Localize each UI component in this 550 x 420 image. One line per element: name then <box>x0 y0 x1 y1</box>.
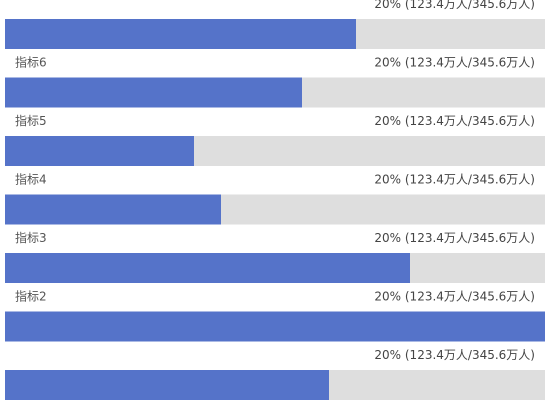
bar-row: 指标4 20% (123.4万人/345.6万人) <box>5 172 545 225</box>
bar-row: 指标2 20% (123.4万人/345.6万人) <box>5 289 545 342</box>
bar-row: 20% (123.4万人/345.6万人) <box>5 348 545 400</box>
bar-row: 指标3 20% (123.4万人/345.6万人) <box>5 230 545 283</box>
bar <box>5 253 410 283</box>
bar-row: 指标6 20% (123.4万人/345.6万人) <box>5 55 545 108</box>
bar <box>5 194 221 225</box>
bar <box>5 77 302 108</box>
category-label: 指标5 <box>15 113 47 128</box>
category-label: 指标6 <box>15 55 47 70</box>
bar <box>5 311 545 342</box>
category-label: 指标4 <box>15 172 47 187</box>
category-label: 指标2 <box>15 289 47 304</box>
value-label: 20% (123.4万人/345.6万人) <box>374 348 535 362</box>
value-label: 20% (123.4万人/345.6万人) <box>374 290 535 304</box>
value-label: 20% (123.4万人/345.6万人) <box>374 0 535 11</box>
value-label: 20% (123.4万人/345.6万人) <box>374 56 535 70</box>
bar-row: 指标5 20% (123.4万人/345.6万人) <box>5 113 545 166</box>
bar <box>5 136 194 166</box>
value-label: 20% (123.4万人/345.6万人) <box>374 231 535 245</box>
bar <box>5 370 329 400</box>
value-label: 20% (123.4万人/345.6万人) <box>374 173 535 187</box>
bar-row: 20% (123.4万人/345.6万人) <box>5 0 545 49</box>
value-label: 20% (123.4万人/345.6万人) <box>374 114 535 128</box>
bar <box>5 19 356 49</box>
category-label: 指标3 <box>15 230 47 245</box>
